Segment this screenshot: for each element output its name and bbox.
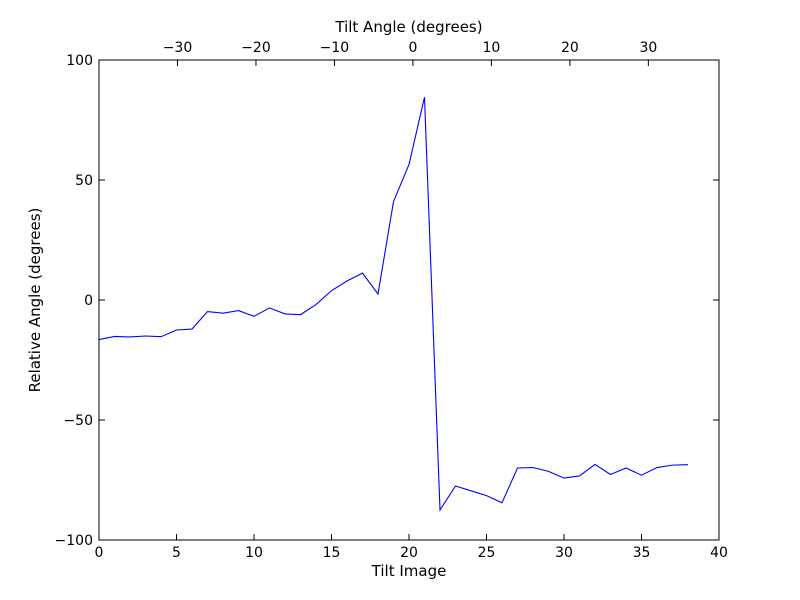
top-tick-label: 0 bbox=[408, 40, 417, 56]
series-layer bbox=[98, 97, 689, 512]
y-tick-label: −50 bbox=[63, 413, 93, 429]
x-tick-label: 20 bbox=[400, 545, 418, 561]
top-tick-label: 20 bbox=[561, 40, 579, 56]
x-tick-label: 40 bbox=[710, 545, 728, 561]
y-tick-label: 0 bbox=[84, 293, 93, 309]
top-x-axis-label: Tilt Angle (degrees) bbox=[334, 18, 482, 36]
top-tick-label: −30 bbox=[163, 40, 193, 56]
x-tick-label: 0 bbox=[95, 545, 104, 561]
top-tick-label: 10 bbox=[482, 40, 500, 56]
x-tick-label: 35 bbox=[633, 545, 651, 561]
tick-layer: 0 5 10 15 20 25 30 35 40−30 −20 −10 0 10 20 30−100−500… bbox=[55, 40, 728, 561]
x-tick-label: 25 bbox=[478, 545, 496, 561]
top-tick-label: −20 bbox=[241, 40, 271, 56]
x-tick-label: 30 bbox=[555, 545, 573, 561]
y-tick-label: 50 bbox=[75, 173, 93, 189]
y-tick-label: 100 bbox=[66, 53, 93, 69]
x-tick-label: 5 bbox=[172, 545, 181, 561]
top-tick-label: −10 bbox=[320, 40, 350, 56]
x-tick-label: 15 bbox=[323, 545, 341, 561]
top-tick-label: 30 bbox=[639, 40, 657, 56]
series-line bbox=[98, 97, 689, 512]
x-axis-label: Tilt Image bbox=[371, 562, 447, 580]
y-tick-label: −100 bbox=[55, 533, 93, 549]
y-axis-label: Relative Angle (degrees) bbox=[26, 208, 44, 393]
x-tick-label: 10 bbox=[245, 545, 263, 561]
